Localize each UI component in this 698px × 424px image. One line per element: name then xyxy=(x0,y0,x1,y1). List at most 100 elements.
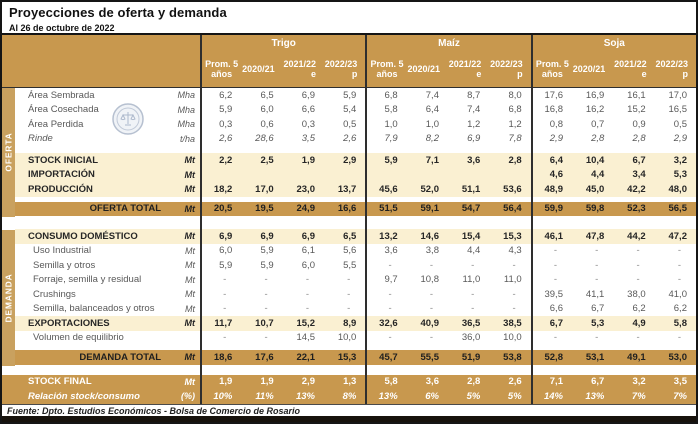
value-cell: 39,5 xyxy=(530,287,572,302)
value-cell: 1,3 xyxy=(323,374,366,389)
value-cell: 11,0 xyxy=(462,274,481,286)
value-cell: 1,9 xyxy=(241,374,283,389)
value-cell: - xyxy=(636,259,640,271)
value-cell: 6,4 xyxy=(530,153,572,168)
value-cell: 0,3 xyxy=(301,118,315,130)
relacion-stock-consumo-label: Relación stock/consumo xyxy=(15,389,166,404)
value-cell xyxy=(613,216,654,229)
rinde-label: Rinde xyxy=(28,133,53,145)
value-cell: 59,1 xyxy=(406,201,448,216)
rinde-unit: t/ha xyxy=(179,133,195,144)
value-cell: 32,6 xyxy=(365,316,407,331)
value-cell: 49,1 xyxy=(613,350,655,365)
value-cell: 15,2 xyxy=(282,316,324,331)
bottom-bar xyxy=(2,416,696,422)
consumo-domestico-label: CONSUMO DOMÉSTICO xyxy=(15,229,166,244)
value-cell: 16,8 xyxy=(530,102,572,117)
value-cell: 16,6 xyxy=(323,201,366,216)
value-cell: 40,9 xyxy=(406,316,448,331)
value-cell: 6,8 xyxy=(508,104,522,116)
value-cell xyxy=(530,364,572,375)
value-cell xyxy=(407,216,448,229)
oferta-section-label: OFERTA xyxy=(3,132,14,172)
value-cell: 6,2 xyxy=(673,303,687,315)
value-cell: 2,8 xyxy=(632,133,646,145)
value-cell: 46,1 xyxy=(530,229,572,244)
value-cell: 45,0 xyxy=(571,182,614,197)
value-cell: 3,5 xyxy=(654,374,696,389)
table-row-exportaciones: EXPORTACIONES Mt 11,7 10,7 15,2 8,9 32,6 40,9 36… xyxy=(2,316,696,331)
value-cell xyxy=(365,364,406,375)
header-corner xyxy=(2,35,200,51)
value-cell: 19,5 xyxy=(241,201,283,216)
value-cell: 16,5 xyxy=(668,104,687,116)
value-cell: 6,6 xyxy=(301,104,315,116)
spacer-5-unit xyxy=(166,365,200,375)
table-row-crushings: Crushings Mt - - - - - - - -39,5 41,1 38,0 41,0 xyxy=(2,287,696,302)
value-cell: 2,9 xyxy=(673,133,687,145)
value-cell: 41,1 xyxy=(585,288,605,300)
value-cell: - xyxy=(636,332,640,344)
value-cell: 53,1 xyxy=(571,350,614,365)
value-cell: 8,2 xyxy=(425,133,439,145)
value-cell: 2,8 xyxy=(447,374,490,389)
value-cell: - xyxy=(200,272,241,287)
value-cell: 6,7 xyxy=(613,153,655,168)
forraje-semilla-residual-label: Forraje, semilla y residual xyxy=(33,274,142,286)
value-cell xyxy=(489,216,530,229)
value-cell: 5% xyxy=(447,389,490,404)
value-cell: 6,6 xyxy=(530,301,572,316)
value-cell: - xyxy=(365,258,406,273)
value-cell: 13,2 xyxy=(365,229,407,244)
value-cell: 6,9 xyxy=(282,229,324,244)
value-cell: 6,1 xyxy=(301,245,315,257)
page-title: Proyecciones de oferta y demanda xyxy=(9,5,227,20)
table-row-produccion: PRODUCCIÓN Mt 18,2 17,0 23,0 13,7 45,6 52,0 51,1… xyxy=(2,182,696,197)
oferta-total-unit: Mt xyxy=(166,201,200,216)
value-cell: 4,6 xyxy=(530,167,572,182)
value-cell: - xyxy=(264,274,268,286)
value-cell: 5,8 xyxy=(365,102,406,117)
value-cell: 5% xyxy=(489,389,531,404)
stock-inicial-unit: Mt xyxy=(166,153,200,168)
forraje-semilla-residual-unit: Mt xyxy=(185,274,195,285)
value-cell: - xyxy=(429,259,433,271)
value-cell: 36,5 xyxy=(447,316,490,331)
value-cell: 11,7 xyxy=(200,316,242,331)
area-cosechada-label: Área Cosechada xyxy=(28,104,99,116)
value-cell: - xyxy=(429,303,433,315)
value-cell: 6,7 xyxy=(591,303,605,315)
value-cell: 1,0 xyxy=(365,117,406,132)
value-cell: 6,2 xyxy=(200,88,241,103)
value-cell: 4,9 xyxy=(613,316,655,331)
value-cell xyxy=(447,167,490,182)
value-cell: - xyxy=(636,274,640,286)
group-header-trigo: Trigo xyxy=(200,35,365,51)
value-cell: 16,1 xyxy=(627,89,646,101)
value-cell: 28,6 xyxy=(255,133,274,145)
value-cell: 56,5 xyxy=(654,201,696,216)
value-cell: 2,5 xyxy=(241,153,283,168)
value-cell: 15,3 xyxy=(489,229,531,244)
value-cell: - xyxy=(264,303,268,315)
value-cell xyxy=(365,146,406,153)
value-cell: 13% xyxy=(365,389,407,404)
table-row-rinde: Rinde t/ha 2,6 28,6 3,5 2,6 7,9 8,2 6,9 7,8 2,9 2,8… xyxy=(2,131,696,146)
value-cell: - xyxy=(305,303,309,315)
value-cell: 59,9 xyxy=(530,201,572,216)
area-sembrada-label: Área Sembrada xyxy=(28,89,95,101)
value-cell: 6,0 xyxy=(200,243,241,258)
value-cell: 2,2 xyxy=(200,153,242,168)
value-cell: 3,2 xyxy=(613,374,655,389)
value-cell xyxy=(365,345,406,350)
column-header-maiz-2022-23-p: 2022/23 p xyxy=(490,59,523,79)
value-cell xyxy=(530,196,572,202)
value-cell xyxy=(283,216,324,229)
value-cell xyxy=(489,146,530,153)
value-cell: 3,2 xyxy=(654,153,696,168)
value-cell: 13,7 xyxy=(323,182,366,197)
value-cell: - xyxy=(595,245,599,257)
table-row-uso-industrial: Uso Industrial Mt 6,0 5,9 6,1 5,6 3,6 3,8 4,4 4,3… xyxy=(2,243,696,258)
value-cell: 52,0 xyxy=(406,182,448,197)
value-cell: 5,8 xyxy=(654,316,696,331)
